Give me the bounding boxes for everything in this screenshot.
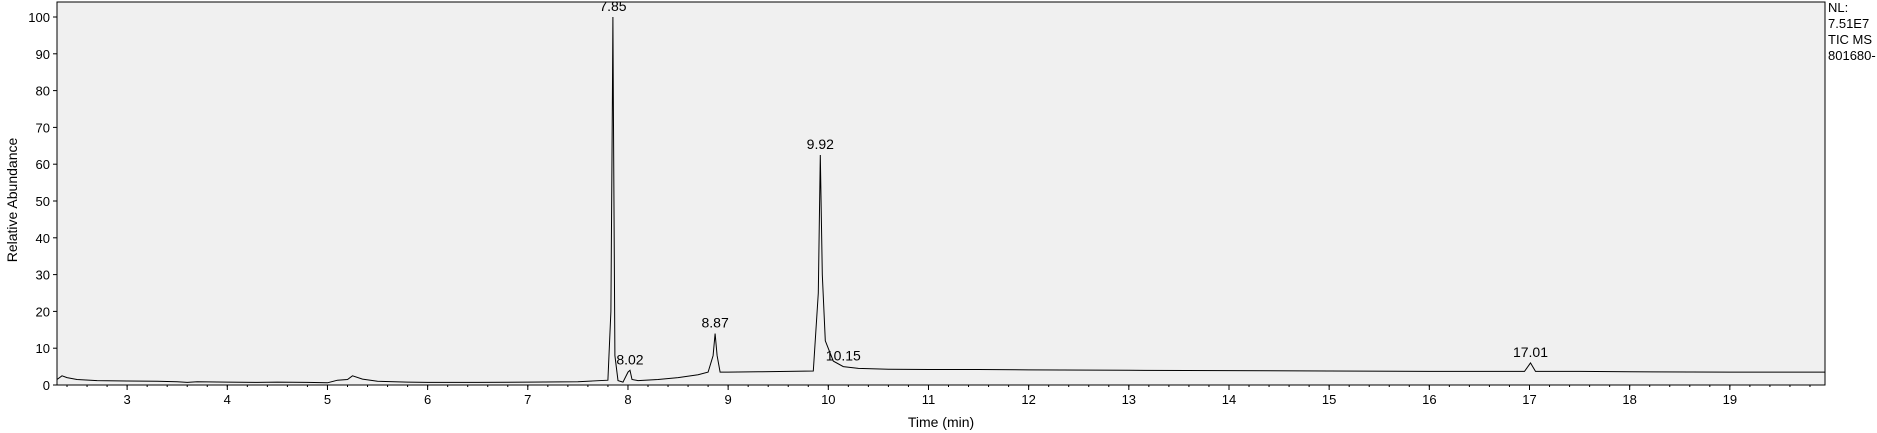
y-tick-label: 60	[36, 157, 50, 172]
peak-label: 8.87	[701, 314, 728, 330]
x-tick-label: 18	[1622, 392, 1636, 407]
y-tick-label: 40	[36, 231, 50, 246]
x-tick-label: 13	[1122, 392, 1136, 407]
x-tick-label: 12	[1021, 392, 1035, 407]
x-tick-label: 8	[624, 392, 631, 407]
side-info-line: NL:	[1828, 0, 1848, 15]
y-tick-label: 80	[36, 84, 50, 99]
x-tick-label: 6	[424, 392, 431, 407]
side-info-line: 7.51E7	[1828, 16, 1869, 31]
peak-label: 17.01	[1513, 344, 1548, 360]
x-tick-label: 10	[821, 392, 835, 407]
y-tick-label: 90	[36, 47, 50, 62]
y-tick-label: 20	[36, 304, 50, 319]
y-tick-label: 0	[43, 378, 50, 393]
y-tick-label: 30	[36, 268, 50, 283]
x-tick-label: 11	[922, 392, 936, 407]
x-tick-label: 15	[1322, 392, 1336, 407]
plot-area	[56, 1, 1826, 386]
x-tick-label: 19	[1723, 392, 1737, 407]
x-axis-title: Time (min)	[908, 414, 974, 430]
y-axis-title: Relative Abundance	[4, 138, 20, 263]
x-tick-label: 9	[725, 392, 732, 407]
side-info-line: TIC MS	[1828, 32, 1872, 47]
x-tick-label: 16	[1422, 392, 1436, 407]
y-tick-label: 100	[28, 10, 50, 25]
x-tick-label: 4	[224, 392, 231, 407]
x-axis: 3 4 5 6 7 8 9 10 11 12 13 14 15 16 17 18 19	[66, 385, 1811, 407]
peak-label: 7.85	[599, 0, 626, 14]
peak-label: 9.92	[807, 136, 834, 152]
x-tick-label: 7	[524, 392, 531, 407]
y-axis: 0 10 20 30 40 50 60 70 80 90 100	[28, 10, 57, 393]
x-tick-label: 14	[1222, 392, 1236, 407]
x-tick-label: 5	[324, 392, 331, 407]
peak-labels: 7.85 8.02 8.87 9.92 10.15 17.01	[599, 0, 1548, 367]
y-tick-label: 70	[36, 120, 50, 135]
y-tick-label: 50	[36, 194, 50, 209]
side-info-line: 801680-	[1828, 48, 1876, 63]
peak-label: 10.15	[826, 348, 861, 364]
peak-label: 8.02	[616, 351, 643, 367]
x-tick-label: 3	[124, 392, 131, 407]
x-tick-label: 17	[1522, 392, 1536, 407]
y-tick-label: 10	[36, 341, 50, 356]
tic-trace-line	[56, 16, 1825, 384]
